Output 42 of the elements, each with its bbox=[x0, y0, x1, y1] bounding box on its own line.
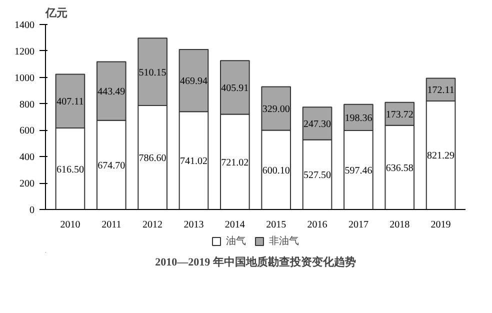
y-tick-label: 800 bbox=[20, 99, 34, 110]
y-tick-label: 0 bbox=[30, 205, 34, 216]
x-tick-label: 2013 bbox=[184, 220, 204, 230]
data-label: 527.50 bbox=[304, 170, 332, 182]
x-tick-label: 2018 bbox=[390, 220, 410, 230]
y-tick-label: 400 bbox=[20, 152, 34, 164]
y-tick-label: 600 bbox=[20, 126, 34, 137]
data-label: 407.11 bbox=[56, 96, 84, 108]
text: 2010—2019 年中国地质勘查投资变化趋势 bbox=[155, 256, 356, 268]
x-tick-label: 2011 bbox=[102, 220, 122, 230]
data-label: 329.00 bbox=[262, 104, 290, 115]
data-label: 405.91 bbox=[221, 82, 249, 94]
x-tick-label: 2016 bbox=[307, 220, 328, 230]
data-label: 172.11 bbox=[427, 85, 454, 96]
y-tick-label: 1400 bbox=[14, 20, 34, 31]
x-tick-label: 2010 bbox=[60, 220, 80, 230]
y-tick-label: 1200 bbox=[14, 46, 34, 58]
data-label: 247.30 bbox=[304, 118, 332, 130]
y-axis-title: 亿元 bbox=[44, 8, 68, 20]
data-label: 510.15 bbox=[138, 67, 166, 78]
legend-label: 油气 bbox=[226, 234, 246, 248]
data-label: 636.58 bbox=[386, 162, 414, 174]
data-label: 616.50 bbox=[56, 164, 84, 176]
legend-label: 非油气 bbox=[269, 234, 299, 248]
x-tick-label: 2019 bbox=[430, 220, 451, 230]
data-label: 173.72 bbox=[386, 109, 414, 120]
data-label: 741.02 bbox=[180, 156, 208, 168]
data-label: 821.29 bbox=[427, 150, 455, 162]
data-label: 674.70 bbox=[98, 160, 126, 172]
y-tick-label: 1000 bbox=[14, 72, 34, 84]
y-tick-label: 200 bbox=[20, 178, 34, 190]
data-label: 443.49 bbox=[98, 86, 126, 98]
data-label: 198.36 bbox=[344, 112, 372, 124]
x-tick-label: 2017 bbox=[348, 220, 368, 230]
data-label: 469.94 bbox=[180, 76, 208, 88]
data-label: 597.46 bbox=[344, 166, 372, 177]
x-tick-label: 2014 bbox=[224, 220, 245, 230]
x-tick-label: 2015 bbox=[266, 220, 286, 230]
data-label: 786.60 bbox=[138, 153, 166, 164]
x-tick-label: 2012 bbox=[142, 220, 163, 230]
data-label: 721.02 bbox=[221, 157, 249, 168]
data-label: 600.10 bbox=[262, 165, 290, 176]
